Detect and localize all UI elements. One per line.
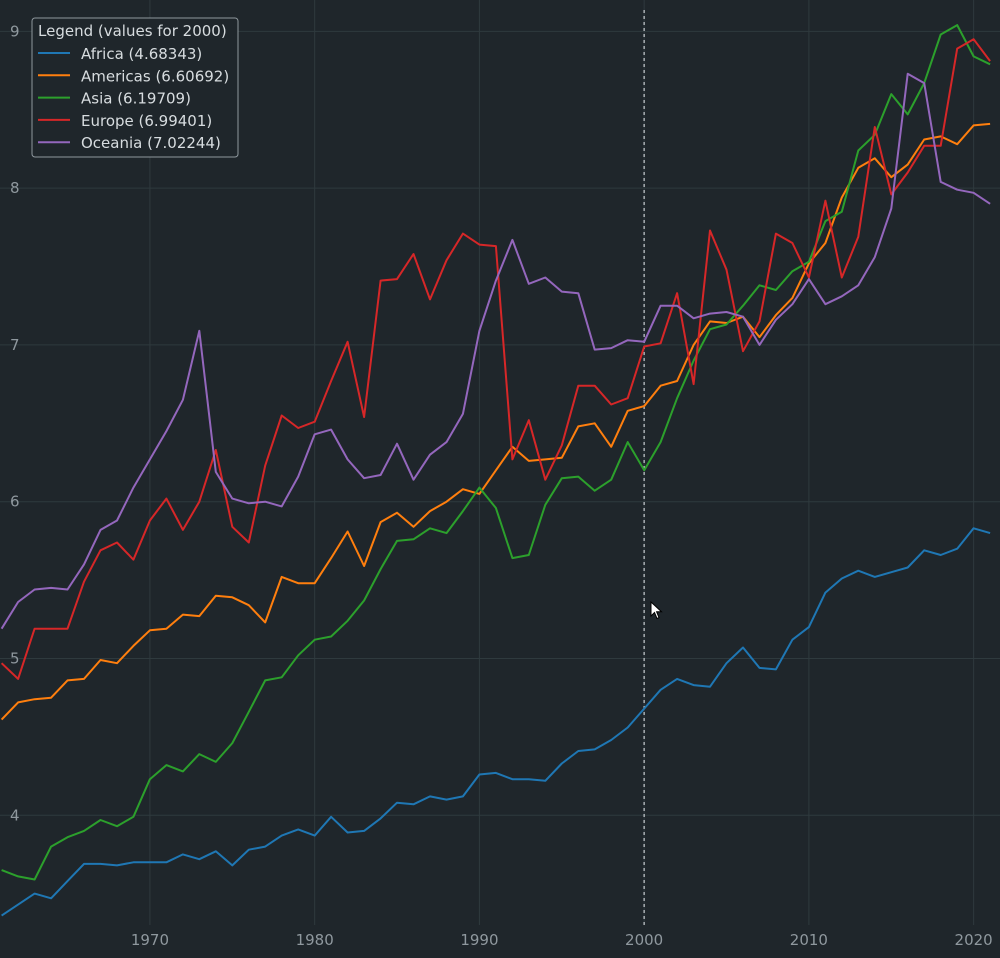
legend-label-europe: Europe (6.99401) bbox=[81, 112, 212, 130]
series-line-asia bbox=[1, 24, 991, 881]
legend-label-americas: Americas (6.60692) bbox=[81, 67, 229, 85]
x-tick-label-2020: 2020 bbox=[955, 931, 993, 949]
y-tick-label-6: 6 bbox=[10, 493, 20, 511]
y-tick-label-4: 4 bbox=[10, 806, 20, 824]
x-tick-label-1980: 1980 bbox=[296, 931, 334, 949]
y-tick-label-8: 8 bbox=[10, 179, 20, 197]
series-line-europe bbox=[0, 38, 991, 680]
legend-box bbox=[31, 17, 239, 158]
legend: Legend (values for 2000) Africa (4.68343… bbox=[31, 17, 239, 158]
x-tick-label-2010: 2010 bbox=[790, 931, 828, 949]
series-lines bbox=[0, 24, 991, 917]
legend-title: Legend (values for 2000) bbox=[38, 22, 227, 40]
series-line-americas bbox=[0, 122, 991, 721]
series-line-africa bbox=[1, 527, 991, 917]
y-tick-label-9: 9 bbox=[10, 22, 20, 40]
y-tick-label-7: 7 bbox=[10, 336, 20, 354]
legend-entries: Africa (4.68343) Americas (6.60692) Asia (… bbox=[38, 45, 229, 152]
legend-label-oceania: Oceania (7.02244) bbox=[81, 134, 221, 152]
legend-label-asia: Asia (6.19709) bbox=[81, 90, 191, 108]
y-tick-label-5: 5 bbox=[10, 649, 20, 667]
x-tick-label-1990: 1990 bbox=[460, 931, 498, 949]
axis-ticks: 1970 1980 1990 2000 2010 2020 4 5 6 7 8 9 bbox=[10, 22, 993, 949]
legend-label-africa: Africa (4.68343) bbox=[81, 45, 202, 63]
x-tick-label-2000: 2000 bbox=[625, 931, 663, 949]
series-line-oceania bbox=[0, 72, 991, 630]
mouse-cursor-icon bbox=[650, 601, 663, 620]
x-tick-label-1970: 1970 bbox=[131, 931, 169, 949]
grid-lines bbox=[0, 0, 1000, 925]
